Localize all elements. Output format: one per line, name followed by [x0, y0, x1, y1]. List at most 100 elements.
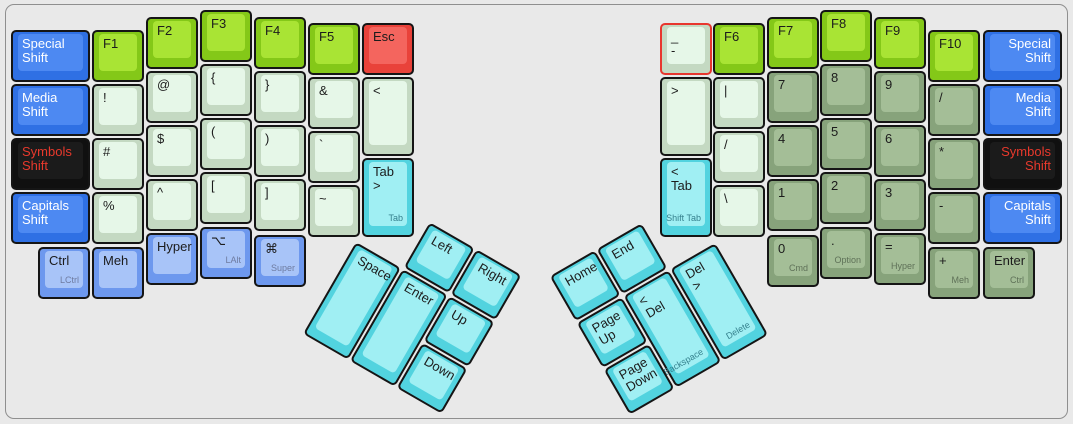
key-symbols-shift-left-face	[18, 142, 83, 179]
key-f3[interactable]: F3	[200, 10, 252, 62]
key-lalt-face	[207, 231, 245, 268]
key-at[interactable]: @	[146, 71, 198, 123]
key-equals[interactable]: = Hyper	[874, 233, 926, 285]
key-6-face	[881, 129, 919, 166]
key-tilde-label: ~	[319, 191, 327, 206]
key-slash-numpad-label: /	[939, 90, 943, 105]
key-paren-open[interactable]: (	[200, 118, 252, 170]
key-ampersand-label: &	[319, 83, 328, 98]
key-0[interactable]: 0 Cmd	[767, 235, 819, 287]
key-greater-than-label: >	[671, 83, 679, 98]
key-dollar[interactable]: $	[146, 125, 198, 177]
key-8[interactable]: 8	[820, 64, 872, 116]
key-slash-numpad[interactable]: /	[928, 84, 980, 136]
key-5[interactable]: 5	[820, 118, 872, 170]
key-slash[interactable]: /	[713, 131, 765, 183]
key-period-face	[827, 231, 865, 268]
key-tilde[interactable]: ~	[308, 185, 360, 237]
key-f4-face	[261, 21, 299, 58]
key-ctrl-left[interactable]: Ctrl LCtrl	[38, 247, 90, 299]
key-caret[interactable]: ^	[146, 179, 198, 231]
key-brace-open[interactable]: {	[200, 64, 252, 116]
key-special-shift-right-face	[990, 34, 1055, 71]
key-capitals-shift-left-label: Capitals Shift	[22, 198, 69, 228]
key-bracket-close[interactable]: ]	[254, 179, 306, 231]
key-f1[interactable]: F1	[92, 30, 144, 82]
key-media-shift-right[interactable]: Media Shift	[983, 84, 1062, 136]
key-brace-close[interactable]: }	[254, 71, 306, 123]
key-enter-right[interactable]: Enter Ctrl	[983, 247, 1035, 299]
key-media-shift-left[interactable]: Media Shift	[11, 84, 90, 136]
key-3[interactable]: 3	[874, 179, 926, 231]
key-less-than-label: <	[373, 83, 381, 98]
key-minus-numpad[interactable]: -	[928, 192, 980, 244]
key-tab-forward[interactable]: Tab > Tab	[362, 158, 414, 237]
key-1-label: 1	[778, 185, 786, 200]
key-f7[interactable]: F7	[767, 17, 819, 69]
key-super-face	[261, 239, 299, 276]
key-asterisk-face	[935, 142, 973, 179]
key-asterisk-label: *	[939, 144, 945, 159]
key-special-shift-left[interactable]: Special Shift	[11, 30, 90, 82]
key-asterisk[interactable]: *	[928, 138, 980, 190]
key-ampersand-face	[315, 81, 353, 118]
key-symbols-shift-left-label: Symbols Shift	[22, 144, 72, 174]
key-special-shift-right[interactable]: Special Shift	[983, 30, 1062, 82]
key-paren-close[interactable]: )	[254, 125, 306, 177]
key-super[interactable]: ⌘ Super	[254, 235, 306, 287]
key-f5[interactable]: F5	[308, 23, 360, 75]
key-f1-face	[99, 34, 137, 71]
key-hash-label: #	[103, 144, 111, 159]
key-pipe-face	[720, 81, 758, 118]
key-hash[interactable]: #	[92, 138, 144, 190]
key-pipe[interactable]: |	[713, 77, 765, 129]
key-special-shift-right-label: Special Shift	[1008, 36, 1051, 66]
key-backslash[interactable]: \	[713, 185, 765, 237]
key-5-face	[827, 122, 865, 159]
key-greater-than[interactable]: >	[660, 77, 712, 156]
key-percent[interactable]: %	[92, 192, 144, 244]
key-symbols-shift-left[interactable]: Symbols Shift	[11, 138, 90, 190]
key-meh-left[interactable]: Meh	[92, 247, 144, 299]
key-f6[interactable]: F6	[713, 23, 765, 75]
key-hyper-left[interactable]: Hyper	[146, 233, 198, 285]
key-esc[interactable]: Esc	[362, 23, 414, 75]
key-f7-face	[774, 21, 812, 58]
key-backtick[interactable]: `	[308, 131, 360, 183]
key-6[interactable]: 6	[874, 125, 926, 177]
key-4-face	[774, 129, 812, 166]
key-4[interactable]: 4	[767, 125, 819, 177]
key-symbols-shift-right[interactable]: Symbols Shift	[983, 138, 1062, 190]
key-special-shift-left-label: Special Shift	[22, 36, 65, 66]
key-enter-right-sublabel: Ctrl	[1010, 275, 1024, 285]
key-bracket-open[interactable]: [	[200, 172, 252, 224]
key-ampersand[interactable]: &	[308, 77, 360, 129]
key-percent-label: %	[103, 198, 115, 213]
key-f10[interactable]: F10	[928, 30, 980, 82]
key-f2[interactable]: F2	[146, 17, 198, 69]
key-f10-face	[935, 34, 973, 71]
key-less-than[interactable]: <	[362, 77, 414, 156]
key-9[interactable]: 9	[874, 71, 926, 123]
key-caret-label: ^	[157, 185, 164, 200]
key-period[interactable]: . Option	[820, 227, 872, 279]
key-f8[interactable]: F8	[820, 10, 872, 62]
key-tab-forward-sublabel: Tab	[388, 213, 403, 223]
key-capitals-shift-right-face	[990, 196, 1055, 233]
key-f4[interactable]: F4	[254, 17, 306, 69]
key-bracket-open-face	[207, 176, 245, 213]
key-special-shift-left-face	[18, 34, 83, 71]
key-plus[interactable]: + Meh	[928, 247, 980, 299]
key-2[interactable]: 2	[820, 172, 872, 224]
key-shift-tab[interactable]: < Tab Shift Tab	[660, 158, 712, 237]
key-lalt[interactable]: ⌥ LAlt	[200, 227, 252, 279]
key-tilde-face	[315, 189, 353, 226]
key-capitals-shift-right[interactable]: Capitals Shift	[983, 192, 1062, 244]
key-1[interactable]: 1	[767, 179, 819, 231]
key-7[interactable]: 7	[767, 71, 819, 123]
key-f9[interactable]: F9	[874, 17, 926, 69]
key-capitals-shift-left[interactable]: Capitals Shift	[11, 192, 90, 244]
key-underscore-dash[interactable]: _ -	[660, 23, 712, 75]
key-exclamation[interactable]: !	[92, 84, 144, 136]
